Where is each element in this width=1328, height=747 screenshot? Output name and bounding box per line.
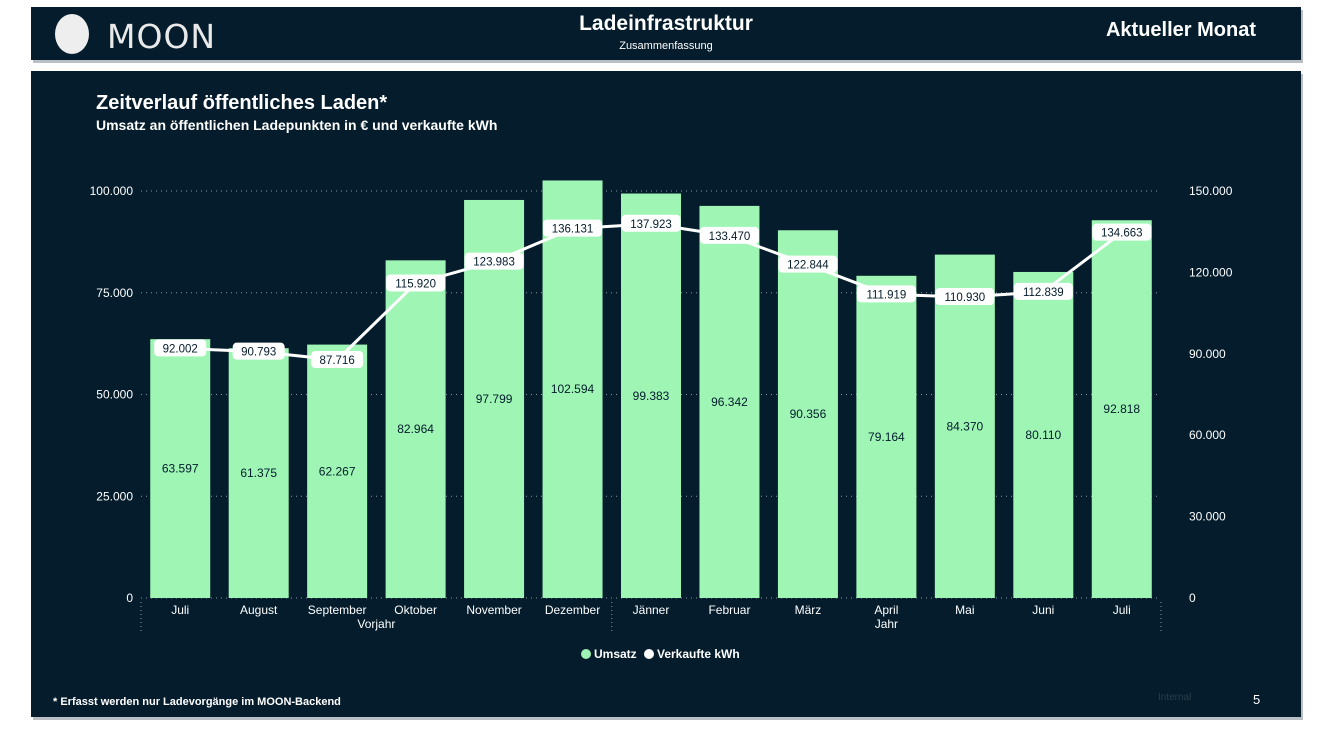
chart-svg: 0 25.000 50.000 75.000 100.000 0 30.000 60.000 9… — [90, 180, 1233, 661]
kwh-label-box — [778, 255, 838, 273]
kwh-label-box — [935, 288, 995, 306]
y-right-tick-label: 0 — [1189, 591, 1196, 605]
x-group-label: Jahr — [875, 617, 898, 631]
bar — [1091, 220, 1152, 598]
kwh-value-label: 136.131 — [552, 224, 594, 236]
kwh-value-label: 111.919 — [866, 289, 906, 301]
kwh-value-label: 123.983 — [473, 257, 515, 269]
page-subtitle: Zusammenfassung — [619, 40, 713, 52]
y-right-tick-label: 30.000 — [1189, 510, 1226, 524]
y-right-tick-label: 120.000 — [1189, 265, 1233, 279]
bar-value-label: 63.597 — [162, 462, 199, 476]
kwh-value-label: 133.470 — [709, 231, 751, 243]
bar — [150, 339, 211, 598]
bar-value-label: 61.375 — [240, 466, 277, 480]
legend-umsatz-marker — [581, 649, 591, 659]
logo-text: MOON — [107, 17, 217, 56]
legend-kwh-label: Verkaufte kWh — [657, 647, 740, 661]
kwh-value-label: 122.844 — [787, 260, 829, 272]
kwh-label-box — [856, 285, 916, 303]
footnote: * Erfasst werden nur Ladevorgänge im MOO… — [53, 696, 341, 708]
y-right-tick-label: 150.000 — [1189, 184, 1233, 198]
kwh-label-box — [699, 226, 759, 244]
bar-value-label: 97.799 — [476, 392, 513, 406]
bar — [856, 275, 917, 598]
y-left-tick-label: 100.000 — [90, 184, 134, 198]
x-tick-label: Mai — [955, 603, 974, 617]
x-tick-label: Juli — [1113, 603, 1131, 617]
x-tick-label: September — [308, 603, 367, 617]
bar-value-label: 82.964 — [397, 422, 434, 436]
bar — [934, 254, 995, 598]
kwh-value-label: 90.793 — [241, 347, 276, 359]
kwh-label-box — [464, 252, 524, 270]
bar — [385, 260, 446, 598]
bar-value-label: 90.356 — [790, 407, 827, 421]
y-left-tick-label: 0 — [126, 591, 133, 605]
bar-value-label: 80.110 — [1025, 428, 1061, 442]
bar-value-label: 96.342 — [711, 395, 748, 409]
y-left-tick-label: 25.000 — [96, 489, 133, 503]
x-tick-label: Dezember — [545, 603, 600, 617]
kwh-label-box — [621, 214, 681, 232]
kwh-label-box — [1013, 282, 1073, 300]
bar — [1013, 271, 1074, 598]
kwh-label-box — [386, 274, 446, 292]
bar — [542, 180, 603, 598]
legend-kwh-marker — [644, 649, 654, 659]
bar-value-label: 99.383 — [633, 389, 670, 403]
bar — [621, 193, 681, 598]
chart-subtitle: Umsatz an öffentlichen Ladepunkten in € … — [96, 117, 498, 133]
kwh-label-box — [543, 219, 603, 237]
x-tick-label: April — [874, 603, 898, 617]
bar — [699, 205, 760, 598]
bar — [228, 348, 289, 598]
bar-value-label: 62.267 — [319, 464, 356, 478]
x-tick-label: Juli — [171, 603, 189, 617]
page-title: Ladeinfrastruktur — [579, 12, 753, 35]
bar — [307, 344, 368, 598]
x-tick-label: März — [795, 603, 822, 617]
bar-value-label: 102.594 — [551, 382, 595, 396]
bar-value-label: 79.164 — [868, 430, 905, 444]
y-left-tick-label: 50.000 — [96, 388, 133, 402]
kwh-label-box — [232, 342, 285, 360]
period-label: Aktueller Monat — [1105, 19, 1256, 41]
x-tick-label: Februar — [708, 603, 750, 617]
kwh-value-label: 110.930 — [944, 292, 985, 304]
kwh-value-label: 87.716 — [320, 355, 355, 367]
y-left-tick-label: 75.000 — [96, 286, 133, 300]
header-bar: MOON Ladeinfrastruktur Zusammenfassung A… — [31, 7, 1301, 60]
x-tick-label: Jänner — [633, 603, 670, 617]
y-right-tick-label: 90.000 — [1189, 347, 1226, 361]
x-tick-label: Oktober — [394, 603, 437, 617]
moon-logo-icon — [55, 14, 89, 54]
chart-panel: Zeitverlauf öffentliches Laden* Umsatz a… — [31, 71, 1301, 717]
kwh-value-label: 134.663 — [1101, 228, 1143, 240]
classification-label: Internal — [1158, 692, 1192, 703]
legend-umsatz-label: Umsatz — [594, 647, 637, 661]
x-group-label: Vorjahr — [357, 617, 395, 631]
bar — [777, 230, 838, 598]
kwh-value-label: 112.839 — [1023, 287, 1064, 299]
page-number: 5 — [1253, 692, 1261, 707]
bar-value-label: 92.818 — [1103, 402, 1140, 416]
bar-value-label: 84.370 — [946, 419, 983, 433]
kwh-value-label: 115.920 — [395, 278, 436, 290]
x-tick-label: November — [466, 603, 521, 617]
kwh-label-box — [311, 350, 364, 368]
kwh-value-label: 137.923 — [630, 219, 672, 231]
kwh-label-box — [154, 339, 207, 357]
x-tick-label: August — [240, 603, 278, 617]
kwh-value-label: 92.002 — [163, 343, 198, 355]
x-tick-label: Juni — [1032, 603, 1054, 617]
y-right-tick-label: 60.000 — [1189, 428, 1226, 442]
chart-title: Zeitverlauf öffentliches Laden* — [96, 92, 388, 114]
kwh-label-box — [1092, 223, 1152, 241]
